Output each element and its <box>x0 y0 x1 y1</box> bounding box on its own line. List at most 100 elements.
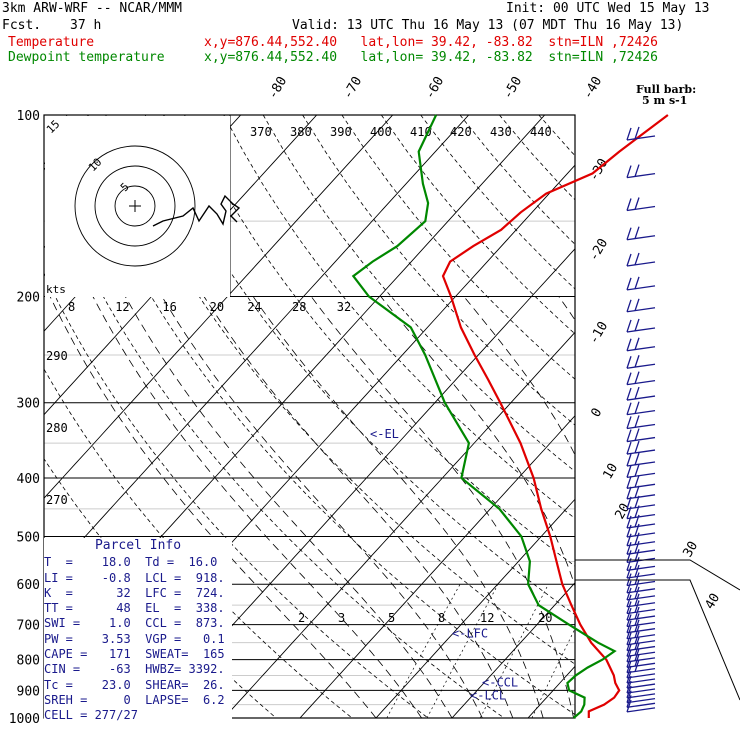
isotherm-line <box>604 115 740 718</box>
mixing-ratio-line <box>426 584 499 718</box>
wind-barb-feather <box>626 541 632 555</box>
plot-frame <box>43 114 576 719</box>
temperature-legend: Temperature <box>8 35 95 50</box>
wind-barb-feather <box>634 613 640 626</box>
wind-barb-shaft <box>626 504 656 510</box>
parcel-info-row: Tc = 23.0 SHEAR= 26. <box>44 677 225 692</box>
isotherm-label: 30 <box>680 539 701 560</box>
wind-barb-feather <box>626 533 632 546</box>
wind-barb-shaft <box>626 513 656 520</box>
wind-barb-shaft <box>626 541 656 547</box>
moist-adiabat-line <box>463 296 575 456</box>
parcel-info-row: K = 32 LFC = 724. <box>44 585 225 600</box>
pressure-tick-label: 300 <box>17 397 40 412</box>
wind-barb-feather <box>626 127 632 141</box>
dry-adiabat-line <box>657 115 740 718</box>
wind-barb-feather <box>634 495 640 509</box>
dry-adiabat-line <box>262 115 575 472</box>
wind-barb-shaft <box>626 483 656 489</box>
wind-barb-feather <box>626 660 632 673</box>
wind-barb-feather <box>634 643 640 656</box>
mixing-ratio-line <box>531 628 575 718</box>
wind-barb-feather <box>626 356 632 369</box>
hodograph-ring <box>94 165 176 247</box>
isotherm-label: -20 <box>586 236 611 264</box>
isotherm-line <box>223 331 575 718</box>
temperature-location: x,y=876.44,552.40 lat,lon= 39.42, -83.82… <box>204 35 658 50</box>
isotherm-label: 10 <box>600 461 621 482</box>
wind-barb-shaft <box>626 423 656 430</box>
wind-barb-feather <box>634 532 640 545</box>
wind-barb-shaft <box>626 565 656 571</box>
wind-barb-feather <box>634 276 640 290</box>
hodograph-units: kts <box>46 283 66 296</box>
wind-barb-feather <box>626 506 632 519</box>
wind-barb-feather <box>626 277 632 291</box>
wind-barb-shaft <box>626 410 656 416</box>
mixing-ratio-label: 12 <box>115 300 129 314</box>
dry-adiabat-line <box>184 115 575 567</box>
moist-adiabat-line <box>124 296 453 718</box>
wind-barb-feather <box>634 549 640 562</box>
wind-barb-feather <box>634 540 640 554</box>
wind-barb-shaft <box>626 363 656 369</box>
wind-barb-shaft <box>626 634 656 640</box>
isotherm-line <box>299 415 575 718</box>
wind-barb-shaft <box>626 532 656 538</box>
wind-barb-feather <box>634 606 640 620</box>
wind-barb-feather <box>626 601 632 614</box>
pressure-tick-label: 900 <box>17 684 40 699</box>
hodograph-trace <box>152 194 241 227</box>
dry-adiabat-line <box>44 272 429 718</box>
theta-label: 400 <box>370 125 392 139</box>
wind-barb-feather <box>626 675 632 689</box>
moist-adiabat-line <box>310 296 574 718</box>
isotherm-label: -70 <box>340 74 365 102</box>
wind-barb-shaft <box>626 461 656 467</box>
moist-adiabat-line <box>92 296 422 718</box>
mixing-ratio-label: 8 <box>438 611 445 625</box>
wind-barb-feather <box>634 625 640 638</box>
wind-barb-feather <box>626 253 632 267</box>
wind-barb-shaft <box>626 549 656 555</box>
parcel-info-rows: T = 18.0 Td = 16.0 LI = -0.8 LCL = 918. K … <box>44 555 232 723</box>
wind-barb-feather <box>634 505 640 518</box>
theta-label: 440 <box>530 125 552 139</box>
wind-barb-feather <box>634 654 640 667</box>
wind-barb-shaft <box>626 707 656 713</box>
theta-label-left: 270 <box>46 493 68 507</box>
level-marker: <-EL <box>370 427 399 441</box>
parcel-info-row: PW = 3.53 VGP = 0.1 <box>44 631 225 646</box>
mixing-ratio-label: 32 <box>337 300 351 314</box>
wind-barb-feather <box>626 626 632 639</box>
theta-label-left: 280 <box>46 421 68 435</box>
dry-adiabat-line <box>341 115 575 380</box>
wind-barb-shaft <box>626 205 656 212</box>
mixing-ratio-label: 8 <box>68 300 75 314</box>
pressure-tick-label: 700 <box>17 619 40 634</box>
wind-barb-feather <box>634 197 640 210</box>
wind-barb-shaft <box>626 327 656 333</box>
wind-barb-title: Full barb: <box>636 83 696 96</box>
wind-barb-feather <box>634 619 640 632</box>
wind-barb-feather <box>634 572 640 585</box>
wind-barb-units: 5 m s-1 <box>642 94 687 107</box>
parcel-info-row: SWI = 1.0 CCL = 873. <box>44 616 225 631</box>
wind-barb-feather <box>626 565 632 579</box>
wind-barb-shaft <box>626 608 656 615</box>
wind-barb-feather <box>634 514 640 528</box>
isotherm-label: -40 <box>580 74 605 102</box>
wind-barb-feather <box>626 607 632 621</box>
wind-barb-feather <box>626 524 632 538</box>
pressure-tick-label: 500 <box>17 530 40 545</box>
wind-barb-feather <box>634 564 640 578</box>
moist-adiabat-line <box>252 296 544 718</box>
wind-barb-feather <box>634 164 640 177</box>
wind-barb-shaft <box>626 285 656 291</box>
isotherm-line <box>44 115 318 416</box>
wind-barb-shaft <box>626 472 656 479</box>
parcel-info-row: CIN = -63 HWBZ= 3392. <box>44 662 225 677</box>
moist-adiabat-line <box>655 297 700 719</box>
wind-barb-feather <box>634 355 640 368</box>
wind-barb-shaft <box>626 346 656 352</box>
